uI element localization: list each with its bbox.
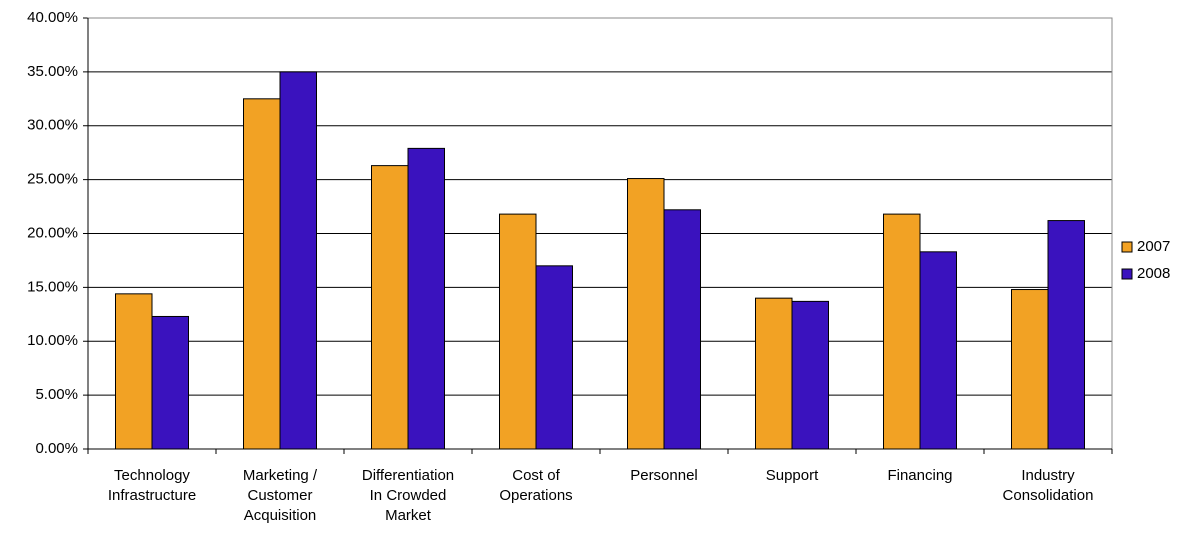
y-tick-label: 5.00% [35,386,78,403]
x-tick-label: Cost of Operations [499,467,573,504]
y-tick-label: 40.00% [27,9,78,26]
bar [1047,220,1085,450]
bar [371,165,409,450]
legend-swatch [1121,268,1133,280]
x-tick-label: Differentiation In Crowded Market [361,467,455,524]
bar [499,213,537,450]
legend-swatch [1121,241,1133,253]
bar [627,178,665,450]
y-tick-label: 35.00% [27,63,78,80]
y-tick-label: 25.00% [27,171,78,188]
bar [919,251,957,450]
bar [663,209,701,450]
y-tick-label: 30.00% [27,117,78,134]
x-tick-label: Personnel [630,467,698,484]
y-tick-label: 15.00% [27,278,78,295]
x-tick-label: Financing [887,467,953,484]
bar [243,98,281,450]
legend-label: 2008 [1137,265,1170,282]
bar [151,315,189,450]
bar [407,147,445,450]
bar [279,71,317,450]
bar [791,300,829,450]
x-tick-label: Support [765,467,819,484]
x-tick-label: Technology Infrastructure [107,467,197,504]
x-tick-label: Marketing / Customer Acquisition [242,467,318,524]
bar [115,293,153,450]
y-tick-label: 20.00% [27,224,78,241]
bar [883,213,921,450]
y-tick-label: 0.00% [35,440,78,457]
y-tick-label: 10.00% [27,332,78,349]
bar [1011,289,1049,450]
bar [755,297,793,450]
x-tick-label: Industry Consolidation [1002,467,1094,504]
legend-label: 2007 [1137,238,1170,255]
bar [535,265,573,450]
